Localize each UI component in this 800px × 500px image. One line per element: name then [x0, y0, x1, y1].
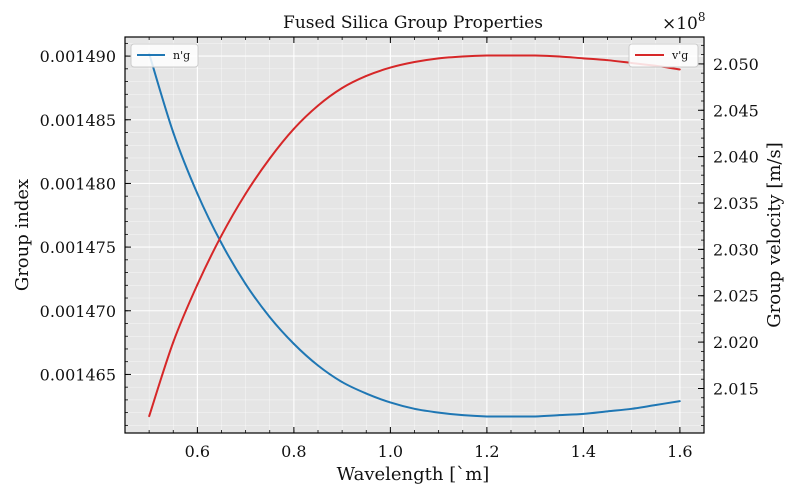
group-index-point — [582, 413, 585, 415]
legend-right: v'g — [628, 43, 699, 68]
group-velocity-point — [678, 68, 681, 71]
group-velocity-point — [510, 54, 512, 57]
group-velocity-point — [220, 234, 223, 237]
axis-ticks — [125, 37, 704, 433]
y-left-tick-label: 0.001465 — [40, 365, 116, 384]
group-index-point — [534, 415, 537, 418]
group-index-point — [196, 192, 199, 195]
series-layer — [148, 52, 681, 418]
y-left-tick-label: 0.001475 — [40, 238, 116, 257]
group-index-point — [510, 415, 512, 418]
group-index-point — [437, 411, 440, 414]
axis-tick-labels: 0.6 0.8 1.0 1.2 1.4 1.6 0.001465 0.001470 0.0014… — [40, 47, 759, 461]
group-velocity-point — [461, 55, 464, 58]
group-index-point — [389, 401, 392, 404]
y-right-tick-label: 2.040 — [713, 148, 759, 167]
group-velocity-point — [317, 104, 319, 107]
group-velocity-point — [244, 192, 247, 195]
y-axis-label-left: Group index — [12, 179, 33, 291]
group-velocity-point — [485, 54, 488, 57]
legend-left-label: n'g — [173, 49, 190, 62]
group-index-point — [654, 404, 657, 406]
right-axis-multiplier: ×108 — [662, 10, 706, 34]
group-velocity-point — [437, 57, 440, 60]
y-right-tick-label: 2.030 — [713, 240, 759, 259]
group-velocity-point — [292, 127, 295, 130]
y-right-tick-label: 2.015 — [713, 379, 759, 398]
group-index-point — [244, 283, 247, 285]
group-index-point — [606, 410, 609, 413]
x-tick-label: 0.6 — [185, 442, 210, 461]
group-index-point — [317, 364, 319, 367]
x-tick-label: 1.4 — [571, 442, 596, 461]
group-index-point — [630, 407, 633, 410]
legend-right-label: v'g — [671, 49, 688, 62]
group-velocity-point — [413, 61, 416, 63]
grid-major — [125, 37, 704, 433]
group-velocity-point — [268, 157, 271, 160]
group-velocity-point — [172, 341, 175, 344]
group-velocity-point — [365, 75, 368, 77]
y-right-tick-label: 2.020 — [713, 333, 759, 352]
y-right-tick-label: 2.035 — [713, 194, 759, 213]
legend-left: n'g — [130, 43, 199, 68]
group-index-point — [678, 400, 681, 403]
group-velocity-point — [196, 283, 199, 286]
group-index-point — [172, 131, 175, 134]
group-velocity-point — [534, 54, 537, 57]
y-left-tick-label: 0.001490 — [40, 47, 116, 66]
group-velocity-point — [148, 415, 151, 418]
y-left-tick-label: 0.001480 — [40, 174, 116, 193]
x-tick-label: 1.0 — [378, 442, 403, 461]
group-index-point — [365, 392, 368, 395]
x-axis-label: Wavelength [`m] — [337, 464, 490, 485]
group-index-point — [413, 407, 416, 410]
group-velocity-point — [582, 57, 585, 60]
group-velocity-point — [389, 66, 392, 69]
group-index-point — [292, 342, 295, 345]
y-left-tick-label: 0.001485 — [40, 111, 116, 130]
group-index-point — [485, 415, 488, 418]
y-right-tick-label: 2.050 — [713, 55, 759, 74]
group-velocity-point — [606, 59, 609, 62]
group-velocity-point — [558, 55, 561, 58]
y-right-tick-label: 2.045 — [713, 101, 759, 120]
series-line-group-index — [148, 53, 681, 418]
group-index-point — [341, 381, 344, 383]
x-tick-label: 0.8 — [281, 442, 306, 461]
group-index-point — [558, 414, 561, 417]
x-tick-label: 1.2 — [474, 442, 499, 461]
y-right-tick-label: 2.025 — [713, 287, 759, 306]
y-left-tick-label: 0.001470 — [40, 302, 116, 321]
group-index-point — [268, 316, 271, 319]
x-tick-label: 1.6 — [667, 442, 692, 461]
group-index-point — [461, 414, 464, 417]
chart-title: Fused Silica Group Properties — [283, 13, 543, 33]
group-index-point — [220, 242, 223, 245]
group-velocity-point — [341, 87, 344, 89]
y-axis-label-right: Group velocity [m/s] — [764, 142, 785, 327]
